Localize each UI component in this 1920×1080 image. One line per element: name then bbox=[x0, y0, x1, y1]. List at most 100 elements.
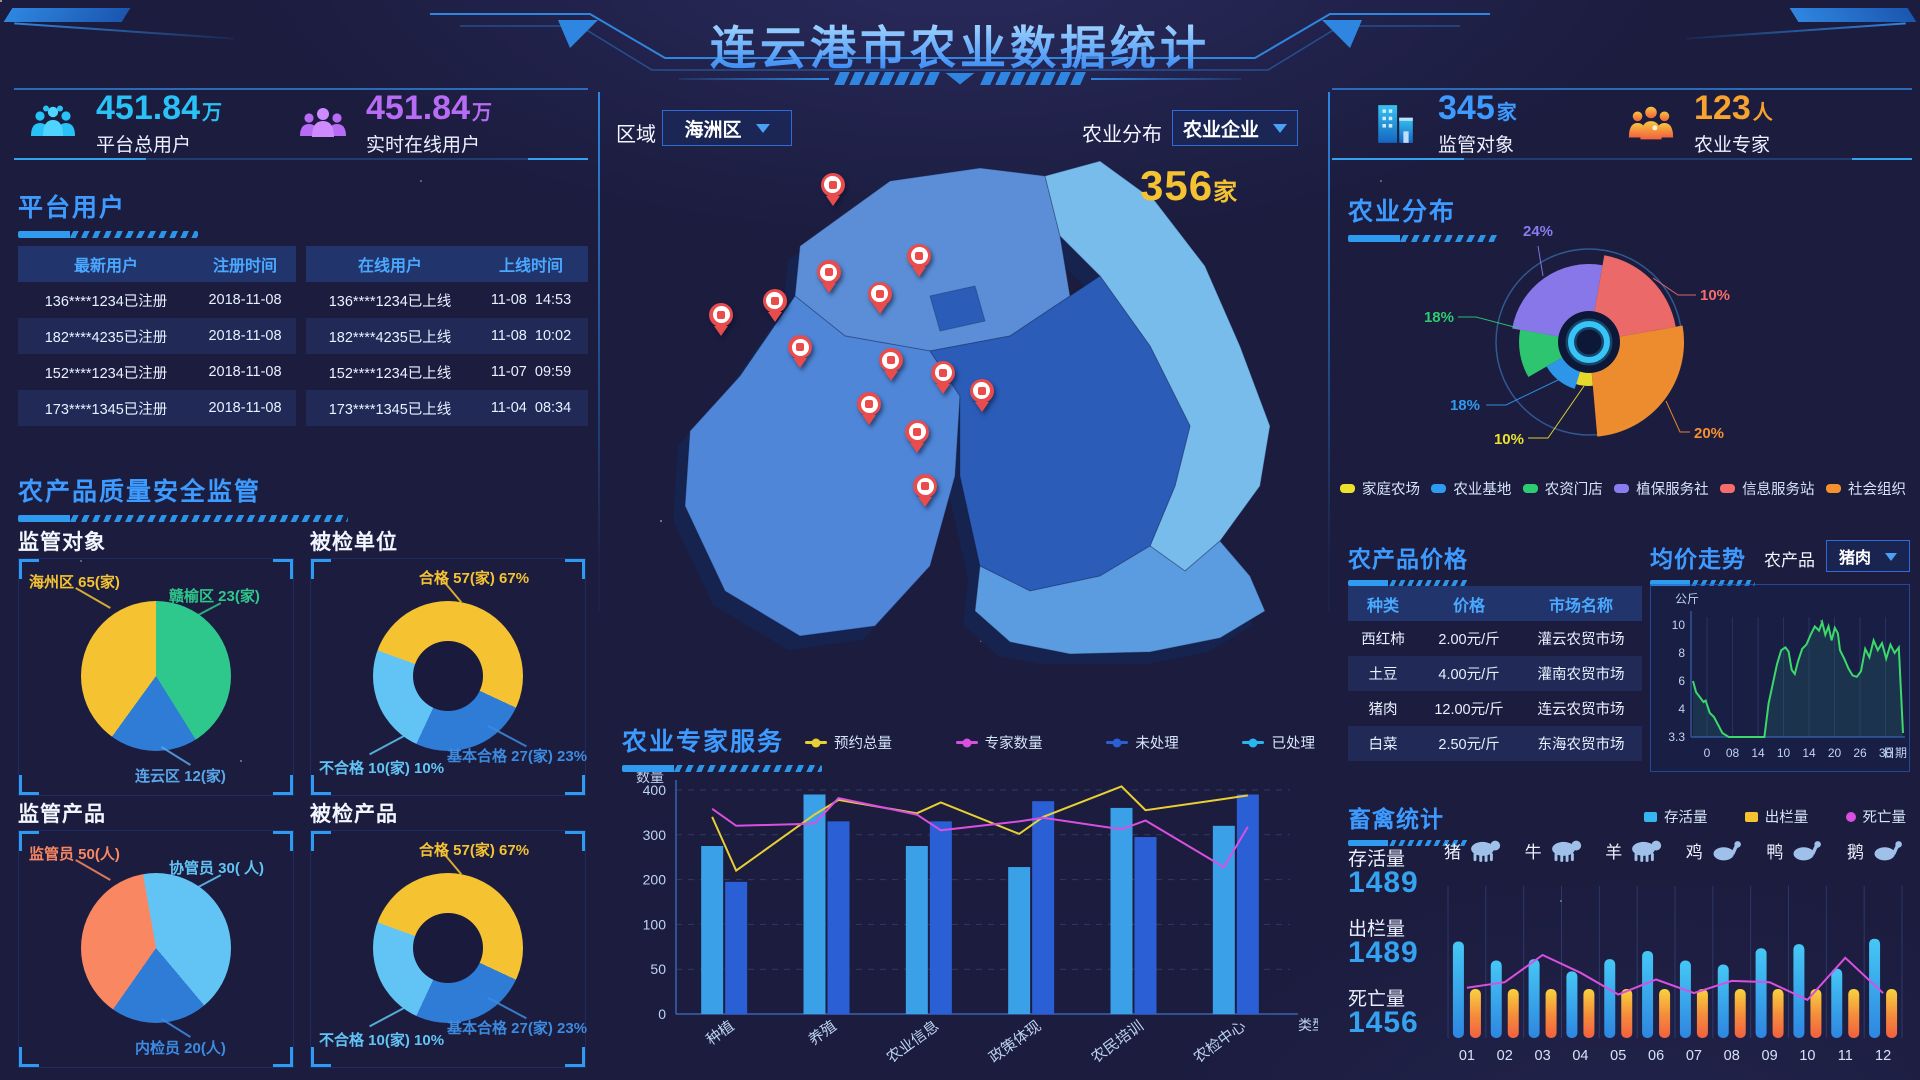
animal-item-鸡[interactable]: 鸡 bbox=[1686, 838, 1745, 863]
pin-glyph bbox=[915, 251, 924, 260]
map-pin[interactable] bbox=[905, 419, 930, 444]
svg-text:14: 14 bbox=[1802, 746, 1816, 760]
region-select[interactable]: 海洲区 bbox=[662, 110, 792, 146]
pie-label: 协管员 30( 人) bbox=[169, 860, 265, 877]
map-pin[interactable] bbox=[788, 335, 813, 360]
pin-glyph bbox=[824, 268, 833, 277]
chevron-down-icon bbox=[1885, 553, 1897, 567]
map-pin[interactable] bbox=[709, 302, 734, 327]
animal-label: 羊 bbox=[1605, 843, 1623, 862]
online-row: 152****1234已上线 11-07 09:59 bbox=[328, 364, 572, 382]
svg-text:日期: 日期 bbox=[1883, 746, 1907, 760]
legend-item[interactable]: 社会组织 bbox=[1825, 478, 1906, 499]
section-agri-distribution: 农业分布 bbox=[1348, 192, 1498, 242]
legend-item[interactable]: 植保服务社 bbox=[1614, 478, 1709, 499]
legend-mark bbox=[1720, 484, 1736, 493]
map-pin[interactable] bbox=[878, 348, 903, 373]
legend-item[interactable]: 死亡量 bbox=[1845, 806, 1907, 827]
legend-mark bbox=[1825, 484, 1841, 493]
deco-blocks-right bbox=[980, 72, 1086, 85]
svg-text:农检中心: 农检中心 bbox=[1191, 1017, 1250, 1066]
quality-chart-supervise_products: 监管产品 监管员 50(人) 协管员 30( 人) 内检员 20(人) bbox=[18, 798, 294, 1070]
legend-label: 存活量 bbox=[1664, 810, 1708, 826]
map-pin[interactable] bbox=[816, 260, 841, 285]
price-row: 西红柿 2.00元/斤 灌云农贸市场 bbox=[1361, 632, 1625, 648]
map-pin[interactable] bbox=[969, 378, 994, 403]
animal-label: 猪 bbox=[1444, 843, 1461, 862]
legend-label: 专家数量 bbox=[984, 736, 1043, 752]
chevron-down-icon bbox=[1273, 124, 1287, 140]
deco-blocks-left bbox=[834, 72, 940, 85]
bird-icon bbox=[1874, 841, 1902, 861]
dist-select[interactable]: 农业企业 bbox=[1172, 110, 1298, 146]
livestock-stat-label: 死亡量 bbox=[1348, 989, 1406, 1010]
svg-text:26: 26 bbox=[1853, 746, 1867, 760]
price-table: 种类 价格 市场名称 西红柿 2.00元/斤 灌云农贸市场 土豆 4.00元/斤 灌南农贸市场猪… bbox=[1348, 586, 1642, 761]
legend-label: 农业基地 bbox=[1453, 482, 1512, 498]
legend-mark bbox=[1340, 484, 1355, 493]
legend-item[interactable]: 存活量 bbox=[1644, 806, 1708, 827]
map-pin[interactable] bbox=[913, 474, 938, 499]
legend-item[interactable]: 信息服务站 bbox=[1720, 478, 1815, 499]
svg-text:养殖: 养殖 bbox=[806, 1017, 840, 1048]
livestock-chart: 01 02 03 04 05 06 07 08 09 10 11 12 bbox=[1447, 886, 1903, 1064]
svg-text:14: 14 bbox=[1751, 746, 1765, 760]
livestock-stat-value: 1456 bbox=[1348, 1006, 1419, 1039]
map-pin[interactable] bbox=[820, 172, 845, 197]
animal-item-鸭[interactable]: 鸭 bbox=[1766, 838, 1825, 863]
legend-item[interactable]: 农资门店 bbox=[1522, 478, 1603, 499]
svg-text:07: 07 bbox=[1686, 1048, 1702, 1064]
map-pin[interactable] bbox=[907, 243, 932, 268]
section-underline bbox=[1348, 235, 1498, 242]
pie-label: 赣榆区 23(家) bbox=[169, 588, 260, 605]
price-row: 土豆 4.00元/斤 灌南农贸市场 bbox=[1348, 656, 1642, 691]
table-header: 最新用户 注册时间 bbox=[18, 246, 296, 282]
legend-item[interactable]: 家庭农场 bbox=[1340, 478, 1420, 499]
animal-item-牛[interactable]: 牛 bbox=[1525, 838, 1584, 863]
map-pin[interactable] bbox=[867, 281, 892, 306]
legend-item[interactable]: 农业基地 bbox=[1431, 478, 1511, 499]
pin-glyph bbox=[886, 356, 895, 365]
legend-mark bbox=[1744, 811, 1758, 822]
livestock-legend: 存活量 出栏量 死亡量 bbox=[1644, 806, 1906, 827]
center-panel: 区域 海洲区 农业分布 农业企业 356家 农业专家服务 预约总量 专家数量 未处理… bbox=[600, 88, 1330, 1080]
pie-label: 海州区 65(家) bbox=[29, 574, 120, 591]
legend-item[interactable]: 出栏量 bbox=[1744, 806, 1808, 827]
animals-row: 猪牛羊鸡鸭鹅 bbox=[1444, 838, 1906, 863]
svg-text:08: 08 bbox=[1724, 1048, 1740, 1064]
chevron-down-deco bbox=[945, 72, 975, 85]
section-underline bbox=[622, 765, 822, 772]
svg-text:4: 4 bbox=[1678, 702, 1685, 716]
svg-text:05: 05 bbox=[1610, 1048, 1626, 1064]
map-pin[interactable] bbox=[857, 392, 882, 417]
legend-item[interactable]: 未处理 bbox=[1106, 732, 1179, 753]
animal-label: 鸭 bbox=[1766, 843, 1784, 862]
map-pin[interactable] bbox=[762, 288, 787, 313]
product-select[interactable]: 猪肉 bbox=[1826, 540, 1910, 572]
map-pin[interactable] bbox=[931, 360, 956, 385]
svg-text:18%: 18% bbox=[1424, 309, 1454, 326]
animal-item-猪[interactable]: 猪 bbox=[1444, 838, 1503, 863]
animal-item-鹅[interactable]: 鹅 bbox=[1847, 838, 1906, 863]
legend-label: 死亡量 bbox=[1862, 810, 1907, 826]
section-underline bbox=[1348, 580, 1468, 586]
svg-text:50: 50 bbox=[650, 961, 666, 977]
svg-text:04: 04 bbox=[1572, 1048, 1588, 1064]
price-row: 猪肉 12.00元/斤 连云农贸市场 bbox=[1368, 702, 1625, 718]
svg-text:政策体现: 政策体现 bbox=[986, 1017, 1045, 1066]
pin-glyph bbox=[977, 386, 986, 395]
svg-text:0: 0 bbox=[658, 1006, 666, 1022]
legend-item[interactable]: 预约总量 bbox=[805, 732, 892, 753]
legend-item[interactable]: 已处理 bbox=[1242, 732, 1315, 753]
legend-item[interactable]: 专家数量 bbox=[955, 732, 1043, 753]
legend-mark bbox=[1242, 741, 1265, 744]
animal-item-羊[interactable]: 羊 bbox=[1605, 838, 1664, 863]
pin-glyph bbox=[939, 368, 948, 377]
pin-glyph bbox=[921, 482, 930, 491]
section-underline bbox=[18, 231, 198, 238]
section-platform-users: 平台用户 bbox=[18, 188, 198, 238]
svg-text:农业信息: 农业信息 bbox=[884, 1017, 943, 1066]
svg-text:06: 06 bbox=[1648, 1048, 1664, 1064]
